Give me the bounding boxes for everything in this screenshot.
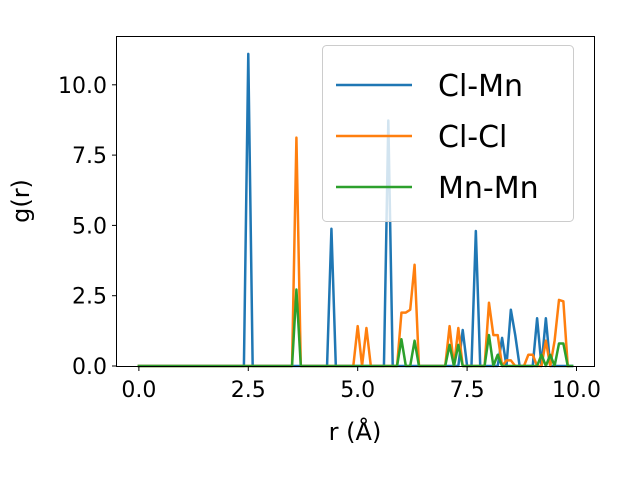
plot-frame <box>116 36 595 367</box>
legend-label-cl-mn: Cl-Mn <box>438 69 523 104</box>
legend: Cl-Mn Cl-Cl Mn-Mn <box>322 45 574 222</box>
x-axis-label: r (Å) <box>329 417 382 446</box>
legend-label-cl-cl: Cl-Cl <box>438 120 507 155</box>
legend-box <box>322 45 574 222</box>
x-tick-label: 7.5 <box>450 378 485 403</box>
series-line-cl-mn <box>137 52 574 368</box>
y-tick-label: 2.5 <box>72 285 107 310</box>
x-axis-ticks: 0.0 2.5 5.0 7.5 10.0 <box>121 366 601 403</box>
y-tick-label: 5.0 <box>72 214 107 239</box>
x-tick-label: 2.5 <box>231 378 266 403</box>
legend-label-mn-mn: Mn-Mn <box>438 171 539 206</box>
x-tick-label: 0.0 <box>121 378 156 403</box>
y-tick-label: 10.0 <box>58 74 107 99</box>
y-tick-label: 0.0 <box>72 355 107 380</box>
y-axis-label: g(r) <box>7 179 35 223</box>
y-tick-label: 7.5 <box>72 144 107 169</box>
x-tick-label: 5.0 <box>340 378 375 403</box>
legend-entries: Cl-Mn Cl-Cl Mn-Mn <box>336 69 539 206</box>
x-tick-label: 10.0 <box>552 378 601 403</box>
y-axis-ticks: 0.0 2.5 5.0 7.5 10.0 <box>58 74 117 380</box>
